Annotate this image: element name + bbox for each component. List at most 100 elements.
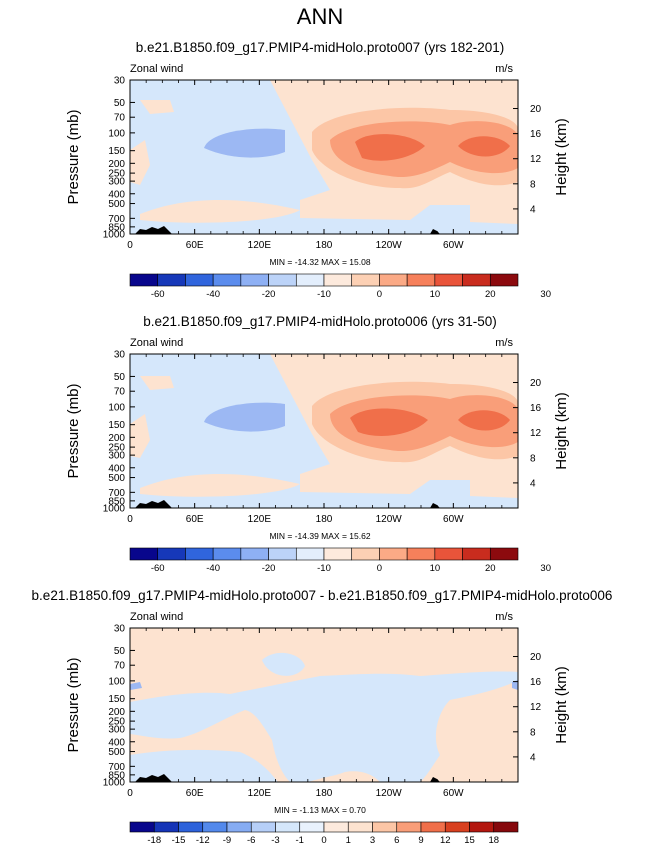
colorbar-box: [129, 547, 159, 561]
panel-3-contour-neg1-blob: [262, 652, 305, 676]
x-tick-label: 60E: [186, 788, 204, 799]
y-tick-label: 300: [108, 725, 125, 736]
colorbar-box: [351, 273, 380, 287]
panel-3-variable-label: Zonal wind: [130, 611, 183, 623]
y-tick-label: 100: [108, 676, 125, 687]
y-right-tick-label: 12: [530, 428, 542, 439]
x-tick-label: 60W: [443, 514, 464, 525]
colorbar-box: [185, 547, 214, 561]
panel-1-variable-label: Zonal wind: [130, 63, 183, 75]
colorbar-label: 1: [346, 835, 351, 846]
panel-3-ylabel: Pressure (mb): [65, 657, 82, 752]
colorbar-box: [153, 821, 179, 833]
x-tick-label: 0: [127, 240, 133, 251]
colorbar-box: [295, 547, 325, 561]
colorbar-label: 10: [430, 563, 441, 574]
colorbar-label: 0: [377, 563, 382, 574]
colorbar-label: 0: [321, 835, 326, 846]
panel-2: b.e21.B1850.f09_g17.PMIP4-midHolo.proto0…: [65, 314, 570, 574]
y-tick-label: 850: [108, 496, 125, 507]
colorbar-box: [157, 547, 186, 561]
panel-1-x-axis: 0 60E 120E 180 120W 60W: [127, 80, 503, 251]
colorbar-label: -40: [206, 289, 220, 300]
y-right-tick-label: 4: [530, 752, 536, 763]
y-tick-label: 500: [108, 199, 125, 210]
x-tick-label: 180: [316, 514, 333, 525]
x-tick-label: 180: [316, 788, 333, 799]
y-tick-label: 300: [108, 177, 125, 188]
colorbar-box: [347, 821, 373, 833]
panel-3-title: b.e21.B1850.f09_g17.PMIP4-midHolo.proto0…: [32, 588, 613, 603]
panel-3-contour-neg2-east: [512, 680, 518, 690]
colorbar-box: [129, 821, 155, 833]
colorbar-box: [178, 821, 204, 833]
colorbar-label: -9: [223, 835, 231, 846]
colorbar-box: [372, 821, 398, 833]
y-tick-label: 700: [108, 214, 125, 225]
colorbar-label: -15: [172, 835, 186, 846]
y-right-tick-label: 4: [530, 478, 536, 489]
colorbar-box: [157, 273, 186, 287]
y-tick-label: 1000: [103, 778, 126, 789]
colorbar-label: 30: [540, 563, 551, 574]
x-tick-label: 60E: [186, 240, 204, 251]
colorbar-box: [444, 821, 470, 833]
y-tick-label: 500: [108, 747, 125, 758]
colorbar-box: [202, 821, 228, 833]
colorbar-box: [268, 547, 297, 561]
colorbar-box: [129, 273, 159, 287]
colorbar-label: -18: [147, 835, 161, 846]
panel-1-title: b.e21.B1850.f09_g17.PMIP4-midHolo.proto0…: [136, 40, 504, 55]
colorbar-label: -1: [296, 835, 304, 846]
colorbar-box: [299, 821, 325, 833]
colorbar-box: [323, 547, 353, 561]
panel-3-x-axis: 0 60E 120E 180 120W 60W: [127, 628, 503, 799]
x-tick-label: 60E: [186, 514, 204, 525]
colorbar-box: [240, 273, 269, 287]
panel-3-land-africa: [135, 774, 172, 782]
colorbar-label: 6: [394, 835, 399, 846]
panel-2-ylabel-right: Height (km): [553, 392, 570, 470]
colorbar-label: 20: [485, 289, 496, 300]
colorbar-box: [379, 547, 408, 561]
colorbar-box: [240, 547, 269, 561]
panel-3-contour-neg2-west: [130, 682, 142, 690]
panel-2-ylabel: Pressure (mb): [65, 383, 82, 478]
panel-3-colorbar: -18 -15 -12 -9 -6 -3 -1 0 1 3 6 9 12 15 18: [129, 821, 519, 846]
x-tick-label: 60W: [443, 788, 464, 799]
panel-2-variable-label: Zonal wind: [130, 337, 183, 349]
y-tick-label: 30: [114, 76, 126, 87]
x-tick-label: 120W: [376, 514, 403, 525]
colorbar-label: -3: [271, 835, 279, 846]
panel-1-ylabel-right: Height (km): [553, 118, 570, 196]
colorbar-label: -60: [151, 563, 165, 574]
colorbar-label: -60: [151, 289, 165, 300]
colorbar-box: [462, 273, 491, 287]
panel-1-right-axis: 20 16 12 8 4: [513, 104, 542, 215]
panel-2-contour-pos4-a: [350, 408, 428, 436]
y-right-tick-label: 8: [530, 727, 536, 738]
y-right-tick-label: 20: [530, 378, 542, 389]
panel-1-contour-pos4-b: [458, 136, 510, 157]
colorbar-label: 20: [485, 563, 496, 574]
y-tick-label: 150: [108, 420, 125, 431]
colorbar-label: -10: [317, 563, 331, 574]
panel-1-contour-pos1-west: [130, 140, 150, 185]
colorbar-label: -20: [262, 289, 276, 300]
y-tick-label: 500: [108, 473, 125, 484]
panel-2-contour-pos1-lower: [140, 473, 300, 497]
y-tick-label: 700: [108, 488, 125, 499]
y-tick-label: 150: [108, 146, 125, 157]
y-tick-label: 250: [108, 169, 125, 180]
panel-3-units-label: m/s: [495, 611, 513, 623]
y-right-tick-label: 20: [530, 652, 542, 663]
x-tick-label: 120E: [248, 240, 272, 251]
panel-3-contour-neg1-band: [130, 671, 518, 782]
panel-3-stats: MIN = -1.13 MAX = 0.70: [274, 805, 366, 815]
y-right-tick-label: 4: [530, 204, 536, 215]
colorbar-label: 9: [418, 835, 423, 846]
x-tick-label: 0: [127, 514, 133, 525]
colorbar-box: [493, 821, 519, 833]
colorbar-label: 18: [488, 835, 499, 846]
